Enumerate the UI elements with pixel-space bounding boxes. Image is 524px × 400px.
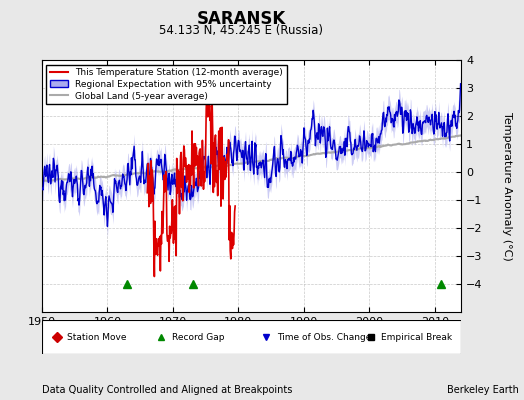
Text: SARANSK: SARANSK [196, 10, 286, 28]
Text: Data Quality Controlled and Aligned at Breakpoints: Data Quality Controlled and Aligned at B… [42, 385, 292, 395]
Text: Berkeley Earth: Berkeley Earth [447, 385, 519, 395]
Text: 54.133 N, 45.245 E (Russia): 54.133 N, 45.245 E (Russia) [159, 24, 323, 37]
Legend: This Temperature Station (12-month average), Regional Expectation with 95% uncer: This Temperature Station (12-month avera… [47, 64, 287, 104]
Text: Time of Obs. Change: Time of Obs. Change [277, 332, 371, 342]
Y-axis label: Temperature Anomaly (°C): Temperature Anomaly (°C) [502, 112, 512, 260]
Text: Station Move: Station Move [67, 332, 127, 342]
Text: Record Gap: Record Gap [172, 332, 224, 342]
Text: Empirical Break: Empirical Break [381, 332, 453, 342]
